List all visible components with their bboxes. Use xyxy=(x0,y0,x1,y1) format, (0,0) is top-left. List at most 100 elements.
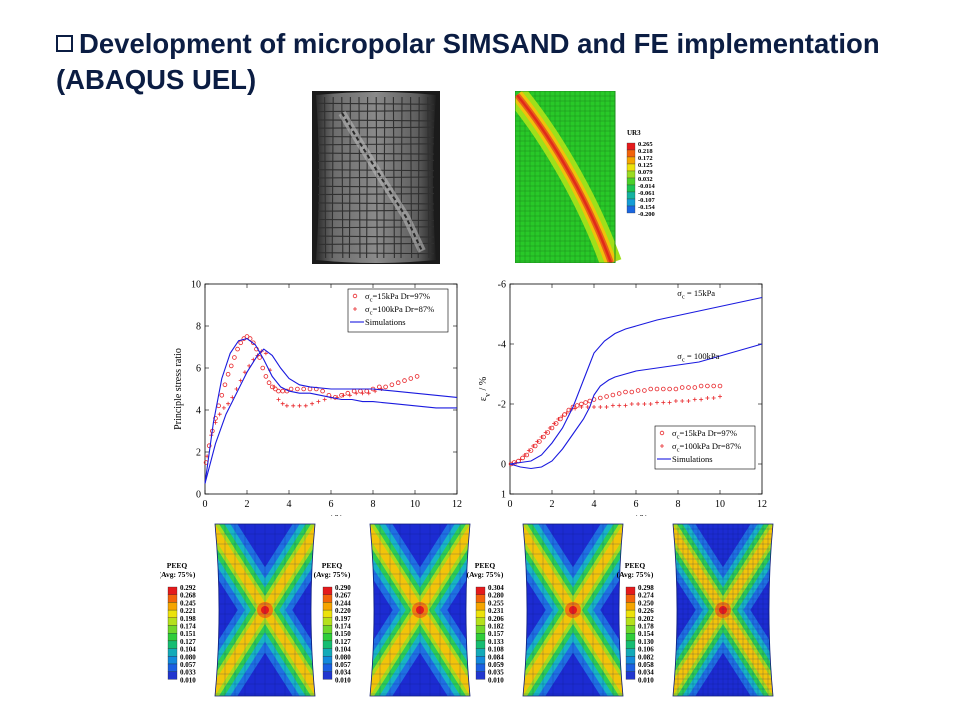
data-point-circle xyxy=(604,394,609,399)
legend-text: σc=100kPa Dr=87% xyxy=(672,441,741,454)
grid-line xyxy=(317,209,435,212)
simulation-line xyxy=(509,296,763,465)
data-point-circle xyxy=(301,386,307,392)
data-point-plus xyxy=(699,397,704,402)
legend-value: 0.032 xyxy=(638,176,653,183)
x-tick-label: 0 xyxy=(508,499,513,510)
data-point-plus xyxy=(213,420,218,425)
peeq-value: 0.292 xyxy=(180,584,196,592)
data-point-circle xyxy=(654,386,660,392)
peeq-swatch xyxy=(322,656,333,665)
legend-swatch xyxy=(626,184,636,193)
legend-marker-circle xyxy=(659,430,665,436)
legend-swatch xyxy=(626,149,636,158)
data-point-plus xyxy=(547,426,552,430)
data-point-circle xyxy=(228,363,234,369)
peeq-value: 0.226 xyxy=(638,607,654,615)
data-point-plus xyxy=(661,400,666,405)
y-axis-label: εv / % xyxy=(478,377,492,401)
data-point-circle xyxy=(235,346,240,352)
data-point-circle xyxy=(414,374,420,379)
peeq-value: 0.080 xyxy=(335,653,351,661)
peeq-swatch xyxy=(167,648,178,657)
data-point-plus xyxy=(272,384,277,389)
peeq-value: 0.245 xyxy=(180,599,196,607)
peeq-swatch xyxy=(322,663,333,672)
legend-swatch xyxy=(626,156,636,165)
data-point-circle xyxy=(661,386,666,392)
data-point-plus xyxy=(556,417,561,421)
peeq-value: 0.133 xyxy=(488,638,504,646)
data-point-plus xyxy=(560,414,565,418)
y-tick-label: 1 xyxy=(501,490,506,501)
data-point-circle xyxy=(288,386,294,392)
data-point-plus xyxy=(217,412,222,417)
data-point-circle xyxy=(642,388,647,393)
data-point-circle xyxy=(629,389,635,395)
ur3-contour-plot: UR30.2650.2180.1720.1250.0790.032-0.014-… xyxy=(515,91,656,263)
data-point-circle xyxy=(705,383,710,389)
peeq-subtitle: (Avg: 75%) xyxy=(467,570,504,579)
x-tick-label: 12 xyxy=(757,499,767,510)
data-point-circle xyxy=(266,380,272,385)
data-point-circle xyxy=(320,388,325,394)
legend-value: 0.079 xyxy=(638,169,653,176)
peeq-swatch xyxy=(475,656,486,665)
simulation-line xyxy=(509,343,763,470)
data-point-circle xyxy=(667,386,672,392)
peeq-value: 0.104 xyxy=(335,646,351,654)
peeq-specimen xyxy=(523,524,623,696)
data-point-plus xyxy=(234,387,239,391)
peeq-value: 0.104 xyxy=(180,646,196,654)
peeq-value: 0.304 xyxy=(488,584,504,592)
peeq-value: 0.298 xyxy=(638,584,654,592)
simulation-line xyxy=(204,338,457,484)
peeq-title: PEEQ xyxy=(167,561,188,570)
grid-line xyxy=(317,202,435,205)
data-point-circle xyxy=(635,388,641,393)
peeq-value: 0.202 xyxy=(638,615,654,623)
data-point-plus xyxy=(598,405,603,409)
peeq-subtitle: (Avg: 75%) xyxy=(160,570,196,579)
peeq-title: PEEQ xyxy=(625,561,646,570)
peeq-swatch xyxy=(475,640,486,649)
peeq-value: 0.035 xyxy=(488,669,504,677)
peeq-value: 0.255 xyxy=(488,599,504,607)
peeq-title: PEEQ xyxy=(475,561,496,570)
peeq-value: 0.034 xyxy=(335,669,351,677)
data-point-plus xyxy=(564,411,569,415)
peeq-subtitle: (Avg: 75%) xyxy=(617,570,654,579)
peeq-swatch xyxy=(322,640,333,649)
peeq-swatch xyxy=(475,617,486,626)
specimen-outline xyxy=(672,523,774,697)
x-axis-label: εa / % xyxy=(319,514,343,516)
x-axis-label: εa / % xyxy=(624,514,648,516)
stress-ratio-chart: 0 2 4 6 8 10 12 0 2 4 6 8 10 εa / % Principle stress r… xyxy=(173,280,462,517)
peeq-value: 0.178 xyxy=(638,623,654,631)
data-point-plus xyxy=(642,402,647,406)
peeq-swatch xyxy=(167,640,178,649)
peeq-swatch xyxy=(167,609,178,618)
y-tick-label: -4 xyxy=(498,340,506,351)
y-tick-label: 2 xyxy=(196,448,201,459)
y-tick-label: -6 xyxy=(498,280,506,291)
data-point-plus xyxy=(263,351,268,356)
data-point-plus xyxy=(673,399,678,403)
peeq-swatch xyxy=(322,602,333,611)
data-point-plus xyxy=(373,389,378,394)
peeq-panel: PEEQ(Avg: 75%)0.3040.2800.2550.2310.2060… xyxy=(467,523,624,697)
data-point-circle xyxy=(276,388,281,394)
peeq-swatch xyxy=(475,648,486,657)
x-tick-label: 2 xyxy=(245,499,250,510)
legend-box xyxy=(347,288,449,333)
x-tick-label: 6 xyxy=(634,499,639,510)
peeq-swatch xyxy=(625,656,636,665)
peeq-value: 0.108 xyxy=(488,646,504,654)
y-tick-label: 0 xyxy=(196,490,201,501)
data-point-plus xyxy=(617,403,622,408)
data-point-circle xyxy=(574,403,580,408)
y-tick-label: 8 xyxy=(196,322,201,333)
data-point-circle xyxy=(377,384,382,390)
data-point-plus xyxy=(366,391,371,396)
checkbox-bullet-icon xyxy=(56,35,73,52)
